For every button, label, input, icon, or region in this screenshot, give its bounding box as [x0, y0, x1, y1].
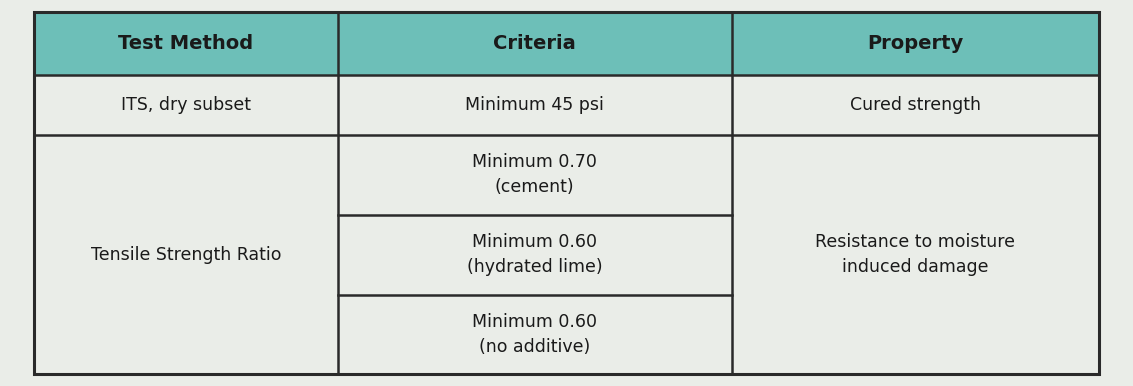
- Text: Minimum 0.70
(cement): Minimum 0.70 (cement): [472, 153, 597, 196]
- Text: Resistance to moisture
induced damage: Resistance to moisture induced damage: [816, 233, 1015, 276]
- Bar: [34, 12, 1099, 75]
- Text: Minimum 0.60
(no additive): Minimum 0.60 (no additive): [472, 313, 597, 356]
- Text: Cured strength: Cured strength: [850, 96, 981, 114]
- Text: Test Method: Test Method: [118, 34, 254, 53]
- Bar: [34, 135, 1099, 215]
- Bar: [34, 215, 1099, 295]
- Bar: [34, 75, 1099, 135]
- Text: Minimum 45 psi: Minimum 45 psi: [466, 96, 604, 114]
- Text: Minimum 0.60
(hydrated lime): Minimum 0.60 (hydrated lime): [467, 233, 603, 276]
- Text: Property: Property: [867, 34, 963, 53]
- Bar: [34, 295, 1099, 374]
- Text: Tensile Strength Ratio: Tensile Strength Ratio: [91, 245, 281, 264]
- Text: ITS, dry subset: ITS, dry subset: [121, 96, 250, 114]
- Text: Criteria: Criteria: [493, 34, 576, 53]
